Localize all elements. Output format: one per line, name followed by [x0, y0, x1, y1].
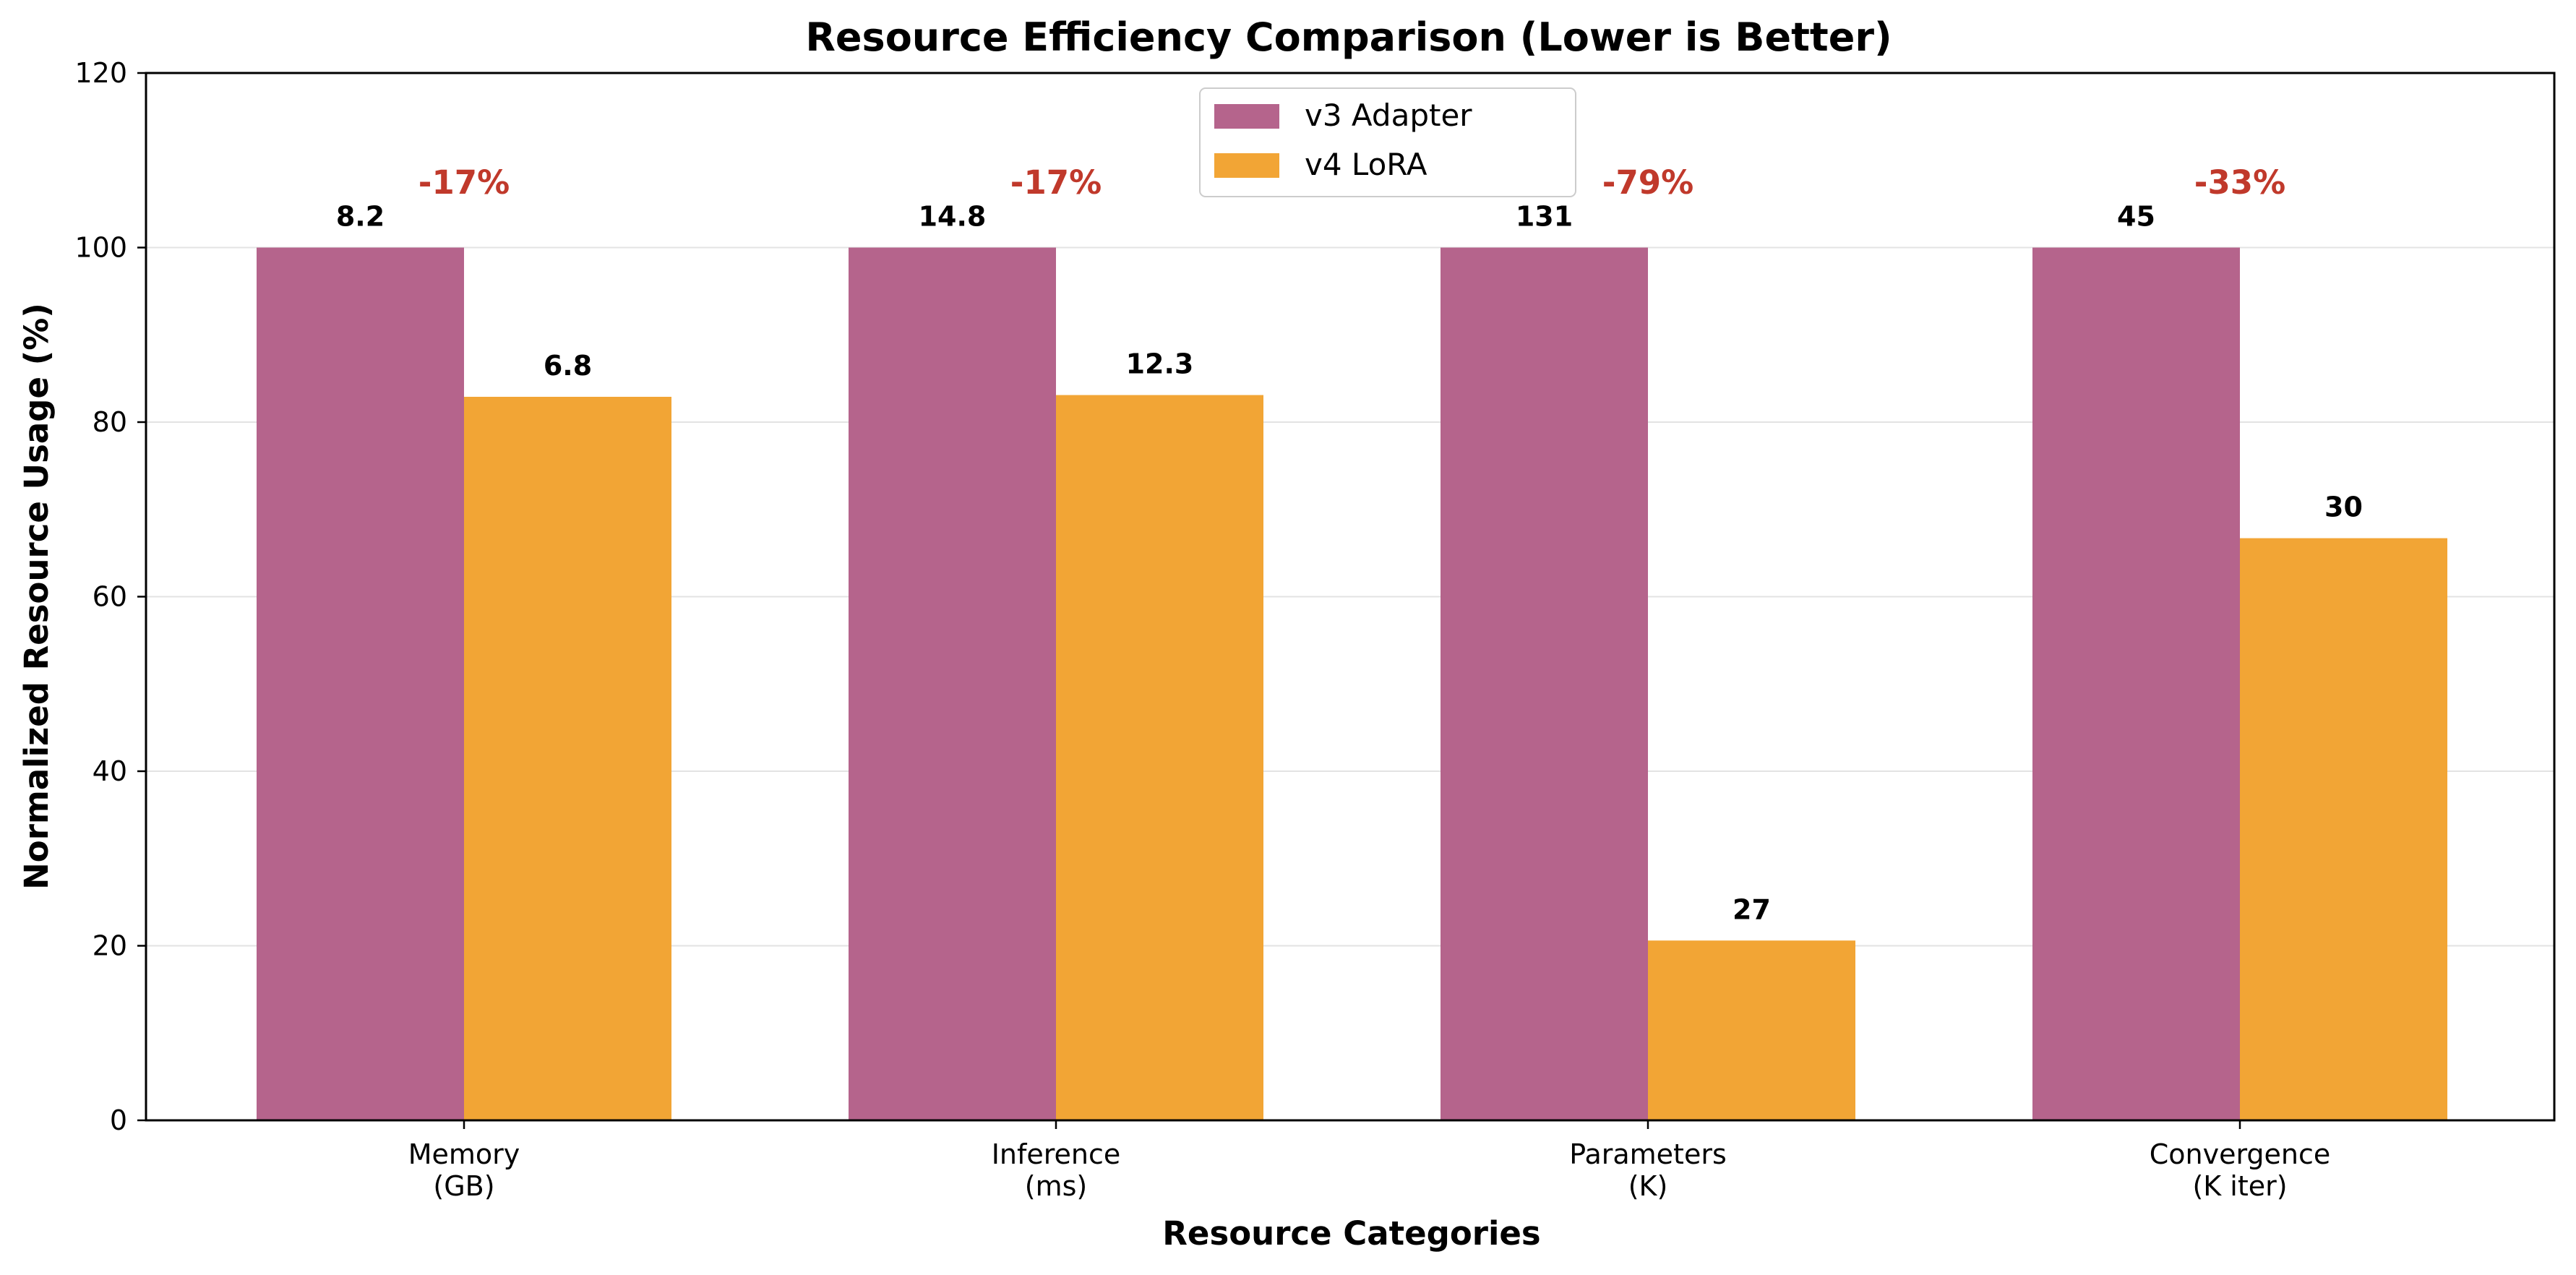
- legend-label: v3 Adapter: [1305, 98, 1472, 133]
- data-label: 14.8: [919, 201, 987, 233]
- y-axis-label: Normalized Resource Usage (%): [17, 303, 56, 890]
- bar: [1648, 940, 1855, 1120]
- data-label: 27: [1733, 893, 1771, 925]
- data-labels: 8.2 6.8 -17% 14.8 12.3 -17% 131 27 -79% 45 30 -33%: [336, 163, 2363, 925]
- legend-box: [1199, 87, 1576, 197]
- data-label: 6.8: [544, 350, 592, 382]
- legend-swatch: [1214, 104, 1279, 129]
- data-label: 12.3: [1126, 348, 1194, 380]
- y-tick-label: 100: [74, 232, 127, 264]
- y-tick-label: 120: [74, 57, 127, 89]
- x-tick-label: Memory (GB): [408, 1138, 520, 1202]
- bar: [2032, 247, 2240, 1120]
- bars: [257, 247, 2447, 1120]
- plot-frame: [145, 72, 2556, 1122]
- data-label: 30: [2324, 491, 2363, 523]
- change-label: -33%: [2194, 163, 2285, 202]
- y-tick-label: 40: [93, 755, 127, 787]
- x-tick-label: Inference (ms): [992, 1138, 1121, 1202]
- bar: [464, 396, 671, 1120]
- change-label: -79%: [1602, 163, 1693, 202]
- y-tick-label: 20: [93, 930, 127, 962]
- bar: [1441, 247, 1648, 1120]
- x-tick-label: Parameters (K): [1569, 1138, 1727, 1202]
- data-label: 45: [2117, 201, 2155, 233]
- legend-swatch: [1214, 153, 1279, 178]
- data-label: 131: [1516, 201, 1573, 233]
- x-axis-label: Resource Categories: [1162, 1214, 1540, 1253]
- chart-title: Resource Efficiency Comparison (Lower is…: [805, 14, 1892, 60]
- y-tick-label: 60: [93, 581, 127, 613]
- x-tick-label: Convergence (K iter): [2150, 1138, 2331, 1202]
- y-tick-label: 0: [110, 1104, 127, 1136]
- y-tick-label: 80: [93, 406, 127, 438]
- legend: v3 Adapter v4 LoRA: [1199, 87, 1576, 197]
- bar: [1056, 395, 1263, 1120]
- change-label: -17%: [418, 163, 510, 202]
- axes: Memory (GB) Inference (ms) Parameters (K) Conv…: [74, 57, 2556, 1202]
- bar: [2240, 538, 2447, 1120]
- bar: [849, 247, 1056, 1120]
- legend-label: v4 LoRA: [1305, 147, 1427, 182]
- data-label: 8.2: [336, 201, 385, 233]
- change-label: -17%: [1010, 163, 1102, 202]
- bar: [257, 247, 464, 1120]
